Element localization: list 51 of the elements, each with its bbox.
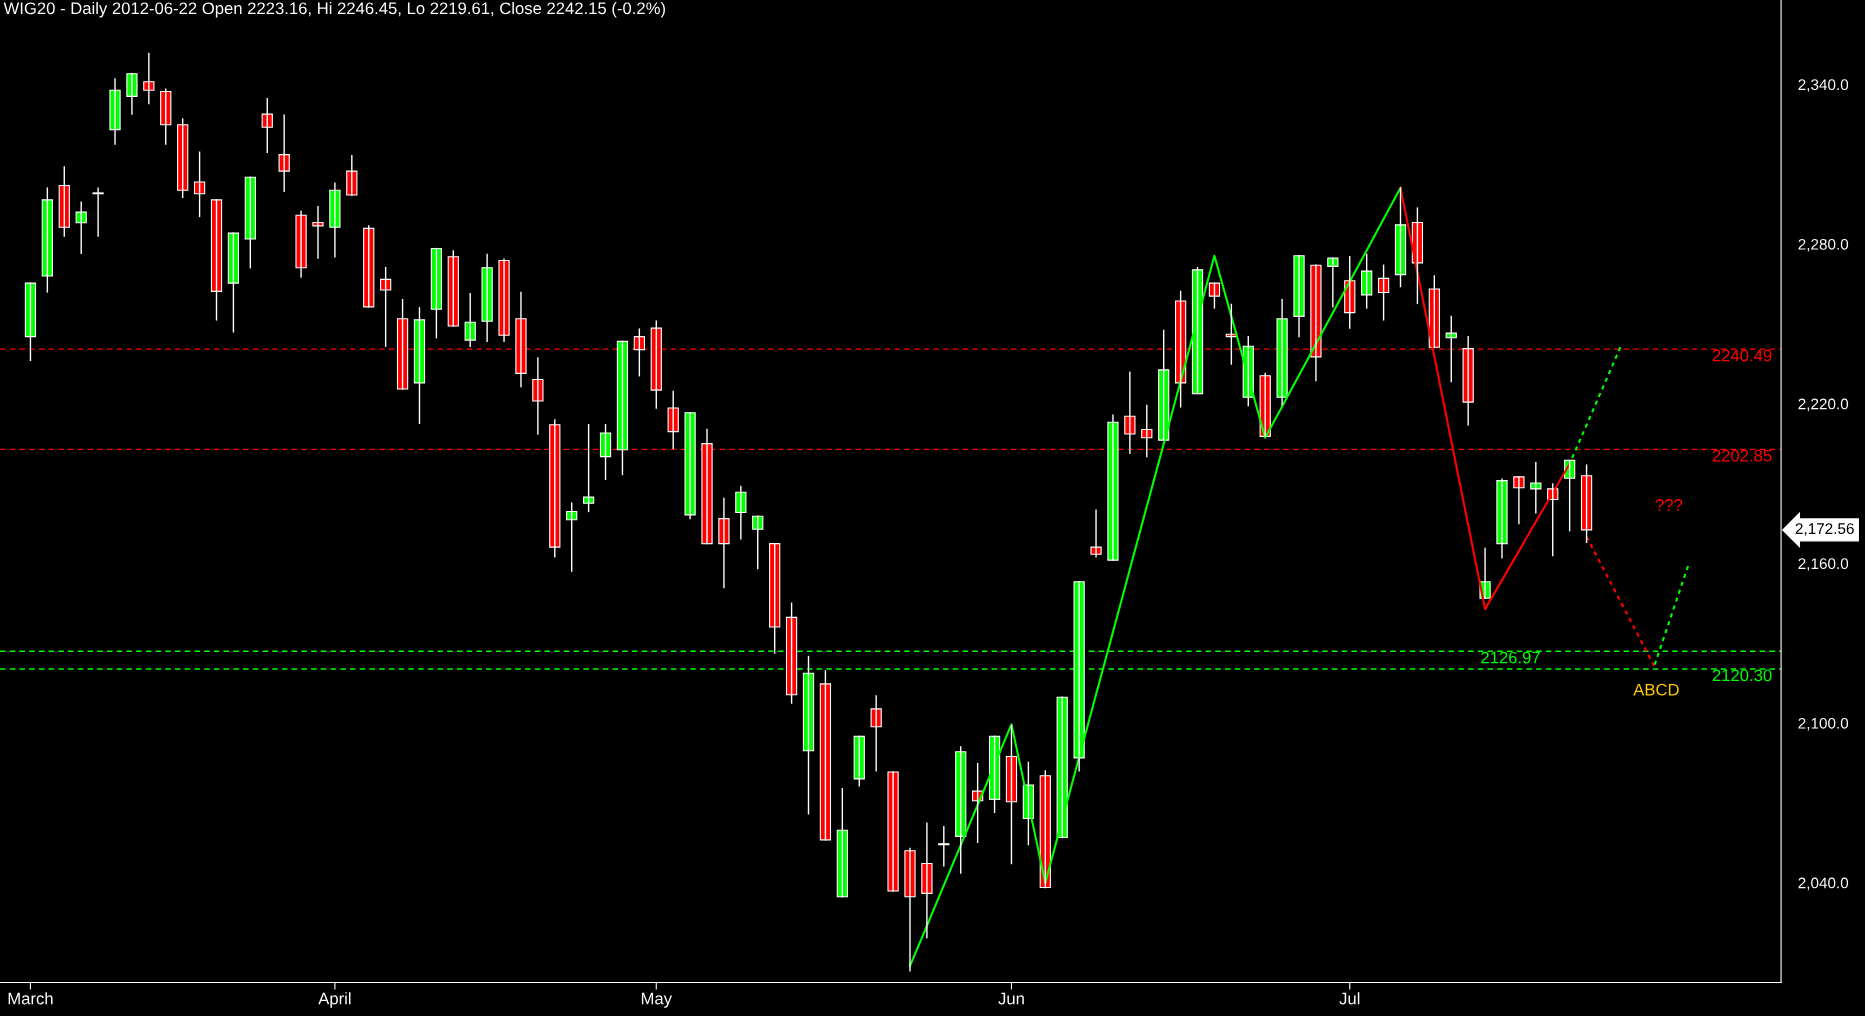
candlestick [1530, 462, 1542, 514]
y-tick-label: 2,220.0 [1798, 398, 1849, 412]
candlestick [92, 187, 104, 237]
candlestick [532, 357, 544, 435]
candlestick [684, 412, 696, 520]
candlestick [75, 201, 87, 255]
candlestick [1208, 282, 1221, 309]
candlestick [582, 424, 595, 513]
candlestick [227, 232, 240, 333]
x-tick-label: Jul [1339, 992, 1360, 1005]
candlestick [1327, 257, 1339, 308]
x-tick-label: May [641, 992, 672, 1008]
ref-line-label: 2126.97 [1481, 651, 1540, 664]
candlestick [126, 73, 138, 115]
candlestick [853, 735, 865, 787]
ref-line-label: 2202.85 [1712, 449, 1772, 462]
candlestick [599, 424, 612, 480]
candlestick [447, 250, 459, 327]
ref-line-label: 2120.30 [1712, 669, 1772, 682]
candlestick [380, 267, 392, 347]
candlestick [1056, 696, 1068, 839]
candlestick [870, 695, 882, 772]
x-tick-label: April [318, 992, 351, 1008]
candlestick [481, 253, 493, 343]
text: 2,172.56 [1795, 523, 1854, 536]
candlestick [346, 154, 358, 196]
candlestick [278, 114, 290, 193]
candlestick [177, 118, 189, 199]
y-tick-label: 2,160.0 [1798, 558, 1849, 571]
candlestick [193, 151, 206, 218]
y-tick-label: 2,100.0 [1798, 717, 1849, 731]
candlestick [769, 542, 781, 654]
x-tick-label: March [8, 992, 53, 1005]
candlestick [413, 307, 426, 425]
candlestick [41, 187, 53, 293]
candlestick [1513, 476, 1525, 525]
candlestick [1090, 509, 1102, 558]
candlestick [938, 826, 950, 867]
ref-line-label: 2240.49 [1712, 349, 1772, 362]
y-tick-label: 2,340.0 [1798, 79, 1849, 92]
candlestick [312, 206, 324, 259]
chart-title: WIG20 - Daily 2012-06-22 Open 2223.16, Hi 2246.45, Lo 2219.61, Close 2242.15 (-0.2%) [3, 1, 665, 18]
y-tick-label: 2,040.0 [1798, 877, 1849, 891]
annotation: ABCD [1633, 683, 1679, 696]
annotation: ??? [1655, 499, 1683, 511]
candlestick [464, 293, 476, 347]
y-tick-label: 2,280.0 [1798, 238, 1849, 252]
candlestick [143, 52, 155, 105]
x-tick-label: Jun [998, 992, 1024, 1005]
candlestick [24, 282, 37, 362]
candlestick [887, 771, 899, 892]
